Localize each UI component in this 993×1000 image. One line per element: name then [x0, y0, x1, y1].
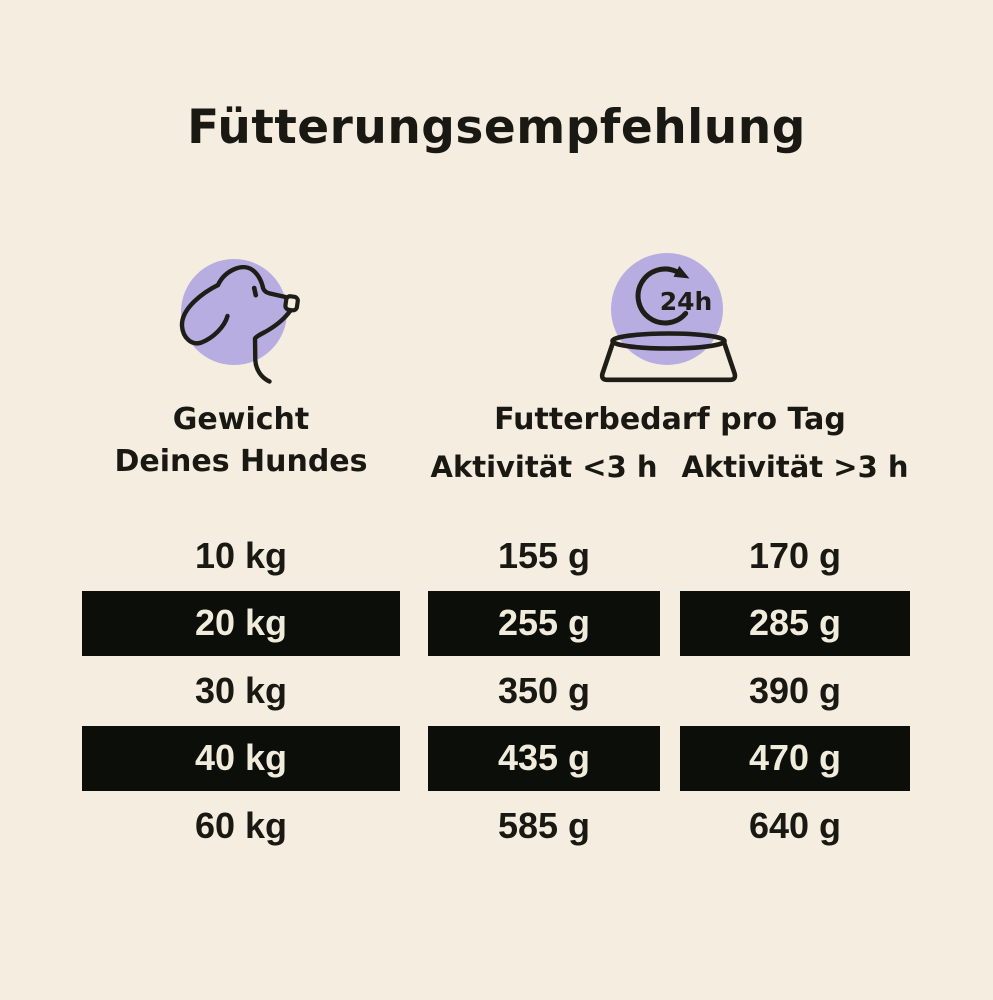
- dog-head-icon-svg: [179, 259, 300, 384]
- weight-header-line2: Deines Hundes: [114, 444, 368, 479]
- weight-cell: 10 kg: [194, 534, 288, 576]
- activity-high-cell: 170 g: [748, 534, 842, 576]
- activity-low-cell: 350 g: [497, 669, 591, 711]
- activity-high-cell: 640 g: [748, 804, 842, 846]
- weight-column-header: Gewicht Deines Hundes: [82, 399, 400, 483]
- dog-head-icon: [168, 247, 328, 407]
- weight-cell: 20 kg: [82, 590, 400, 656]
- 24h-bowl-icon: 24h: [593, 243, 753, 403]
- activity-high-header: Aktivität >3 h: [681, 450, 909, 484]
- activity-low-cell: 585 g: [497, 804, 591, 846]
- food-per-day-header: Futterbedarf pro Tag: [494, 402, 846, 437]
- weight-cell: 40 kg: [82, 725, 400, 791]
- weight-cell: 60 kg: [194, 804, 288, 846]
- activity-low-cell: 435 g: [428, 725, 660, 791]
- 24h-bowl-icon-svg: 24h: [599, 253, 738, 383]
- weight-header-line1: Gewicht: [172, 402, 310, 437]
- page-title: Fütterungsempfehlung: [187, 100, 806, 155]
- feeding-table: 10 kg 155 g 170 g 20 kg 255 g 285 g 30 k…: [82, 523, 910, 858]
- 24h-label: 24h: [660, 287, 713, 316]
- activity-high-cell: 470 g: [680, 725, 910, 791]
- activity-low-cell: 155 g: [497, 534, 591, 576]
- activity-high-cell: 285 g: [680, 590, 910, 656]
- weight-cell: 30 kg: [194, 669, 288, 711]
- activity-high-cell: 390 g: [748, 669, 842, 711]
- activity-low-header: Aktivität <3 h: [430, 450, 658, 484]
- activity-low-cell: 255 g: [428, 590, 660, 656]
